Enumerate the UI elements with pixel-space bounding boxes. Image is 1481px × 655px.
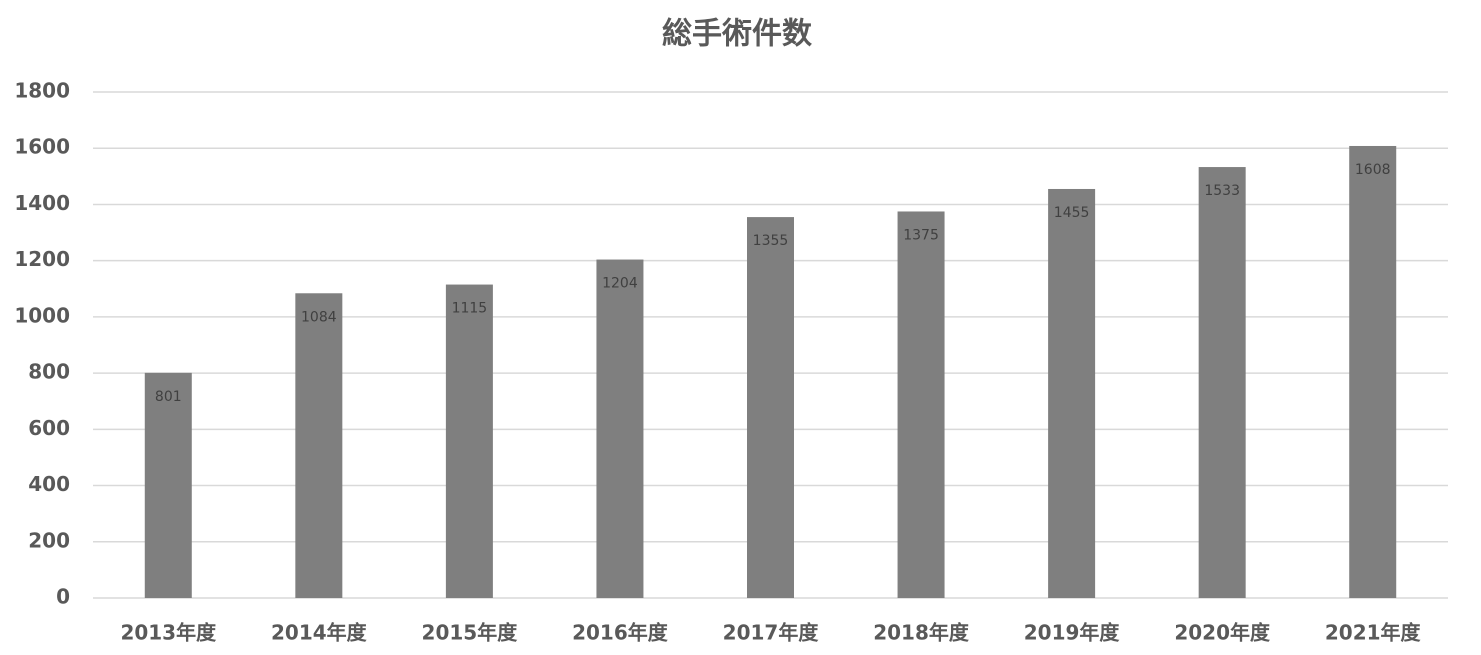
data-label: 1084 (301, 309, 337, 325)
bar (596, 259, 644, 598)
x-tick-label: 2021年度 (1325, 621, 1422, 645)
x-tick-label: 2014年度 (271, 621, 368, 645)
y-tick-label: 800 (28, 360, 70, 384)
bar (1048, 188, 1096, 598)
x-tick-label: 2018年度 (873, 621, 970, 645)
x-tick-label: 2019年度 (1024, 621, 1121, 645)
y-tick-label: 400 (28, 472, 70, 496)
x-tick-label: 2015年度 (422, 621, 519, 645)
x-tick-label: 2020年度 (1174, 621, 1271, 645)
bar (1349, 145, 1397, 598)
data-label: 1355 (753, 233, 789, 249)
data-label: 1533 (1204, 183, 1240, 199)
y-tick-label: 1600 (14, 135, 70, 159)
y-tick-label: 1000 (14, 303, 70, 327)
y-tick-label: 1400 (14, 191, 70, 215)
y-tick-label: 1200 (14, 247, 70, 271)
x-tick-label: 2013年度 (120, 621, 217, 645)
data-label: 1115 (452, 301, 488, 317)
x-tick-label: 2016年度 (572, 621, 669, 645)
y-tick-label: 1800 (14, 79, 70, 103)
bar (144, 372, 192, 598)
y-tick-label: 600 (28, 416, 70, 440)
data-label: 801 (155, 389, 182, 405)
bar (295, 293, 343, 598)
x-tick-label: 2017年度 (723, 621, 820, 645)
data-label: 1375 (903, 227, 939, 243)
data-label: 1608 (1355, 162, 1391, 178)
y-tick-label: 0 (56, 585, 70, 609)
bar (1198, 167, 1246, 598)
data-label: 1455 (1054, 205, 1090, 221)
data-label: 1204 (602, 276, 638, 292)
bar (897, 211, 945, 598)
bar (445, 284, 493, 598)
chart-title: 総手術件数 (662, 17, 813, 52)
y-tick-label: 200 (28, 528, 70, 552)
bar (747, 217, 794, 598)
